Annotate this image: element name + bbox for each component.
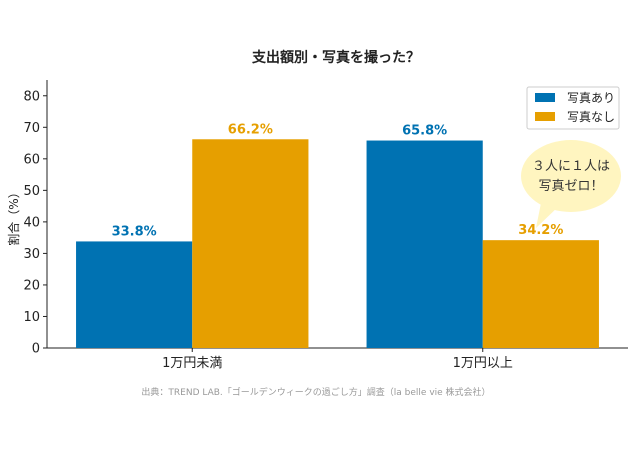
y-axis-label: 割合（%）	[6, 186, 21, 245]
y-tick-label: 30	[23, 247, 40, 262]
y-tick-label: 20	[23, 278, 40, 293]
y-tick-label: 60	[23, 152, 40, 167]
bar-value-label: 34.2%	[518, 223, 563, 238]
axes: 0 10 20 30 40 50 60 70 80 1万円未満 1万円以上	[23, 80, 628, 371]
bars	[76, 139, 599, 348]
legend-swatch-photo-no	[535, 112, 555, 121]
source-note: 出典：TREND LAB.「ゴールデンウィークの過ごし方」調査（la belle…	[141, 386, 490, 398]
data-labels: 33.8% 66.2% 65.8% 34.2%	[112, 122, 564, 239]
chart-title: 支出額別・写真を撮った？	[251, 49, 420, 66]
y-tick-label: 50	[23, 184, 40, 199]
legend-label-photo-yes: 写真あり	[567, 91, 615, 105]
legend-swatch-photo-yes	[535, 93, 555, 102]
bar	[366, 140, 483, 348]
bar-value-label: 66.2%	[228, 122, 273, 137]
y-tick-label: 70	[23, 121, 40, 136]
legend: 写真あり 写真なし	[526, 86, 620, 130]
annotation-line-1: ３人に１人は	[532, 159, 610, 174]
annotation-bubble: ３人に１人は 写真ゼロ！	[521, 140, 621, 228]
bar	[482, 240, 599, 348]
bar	[192, 139, 309, 348]
x-category-label: 1万円以上	[453, 356, 513, 371]
bar-value-label: 65.8%	[402, 124, 447, 139]
x-category-label: 1万円未満	[162, 356, 222, 371]
bar	[76, 241, 193, 348]
y-tick-label: 80	[23, 89, 40, 104]
y-tick-label: 0	[32, 342, 40, 357]
bar-value-label: 33.8%	[112, 224, 157, 239]
legend-label-photo-no: 写真なし	[567, 110, 615, 124]
annotation-line-2: 写真ゼロ！	[538, 179, 603, 194]
y-tick-label: 10	[23, 310, 40, 325]
y-tick-label: 40	[23, 215, 40, 230]
